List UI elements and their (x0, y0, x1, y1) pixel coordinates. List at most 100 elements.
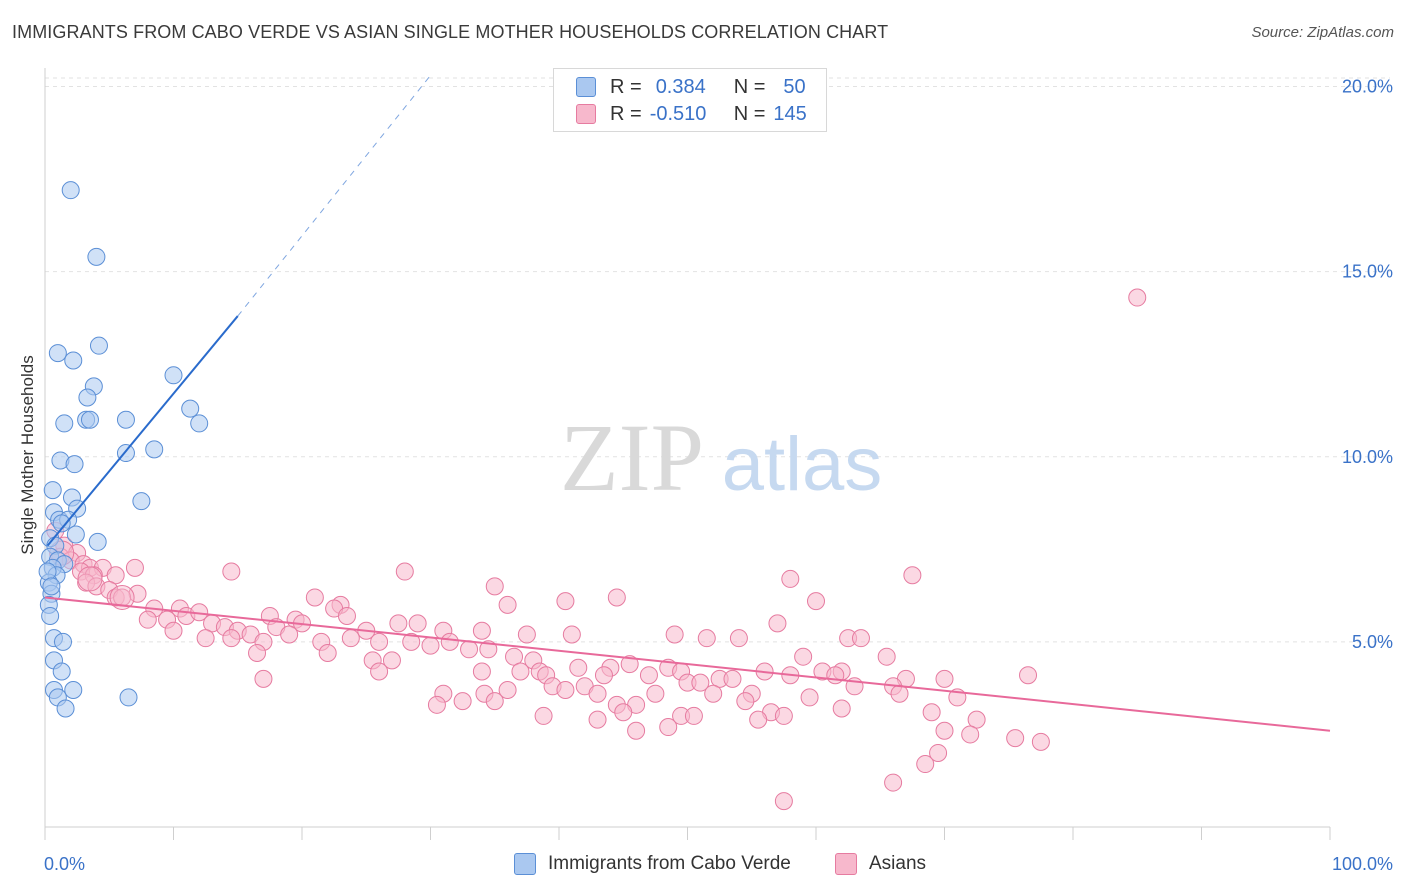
asians-point (807, 592, 825, 611)
watermark: ZIP atlas (560, 404, 882, 511)
legend-r-label: R = (610, 102, 642, 125)
asians-point (916, 755, 935, 774)
asians-point (472, 621, 491, 640)
asians-point (588, 710, 607, 729)
asians-point (684, 706, 703, 725)
asians-point (723, 669, 742, 688)
asians-point (903, 566, 922, 585)
asians-point (370, 662, 389, 681)
tick-labels: 5.0% 10.0% 15.0% 20.0% 0.0% 100.0% (44, 77, 1393, 874)
asians-point-cluster (77, 566, 103, 592)
cabo-verde-point (190, 414, 209, 433)
asians-point (729, 629, 748, 648)
cabo-verde-point (42, 577, 61, 596)
asians-point (607, 588, 626, 607)
correlation-legend: R = 0.384 N = 50 R = -0.510 N = 145 (553, 68, 827, 132)
asians-point (440, 632, 459, 651)
cabo-verde-point (56, 699, 75, 718)
asians-point (402, 632, 421, 651)
asians-point (427, 695, 446, 714)
legend-n-value: 145 (773, 102, 807, 125)
asians-point (967, 710, 986, 729)
cabo-verde-point (43, 481, 62, 500)
asians-point (620, 655, 639, 674)
asians-point (646, 684, 665, 703)
legend-swatch-pink (576, 104, 596, 124)
cabo-verde-point (66, 525, 85, 544)
cabo-verde-point (181, 399, 200, 418)
cabo-verde-point (55, 414, 74, 433)
watermark-atlas: atlas (722, 422, 883, 507)
legend-r-value: 0.384 (655, 75, 706, 98)
asians-point (337, 606, 356, 625)
asians-point (505, 647, 524, 666)
asians-point (794, 647, 813, 666)
asians-point (498, 595, 517, 614)
asians-point (704, 684, 723, 703)
bottom-legend-label-asians: Asians (869, 853, 927, 874)
asians-point (627, 721, 646, 740)
asians-point (164, 621, 183, 640)
asians-point (569, 658, 588, 677)
asians-point (556, 681, 575, 700)
asians-point (665, 625, 684, 644)
cabo-verde-point (78, 388, 97, 407)
cabo-verde-point (87, 247, 106, 266)
asians-point (511, 662, 530, 681)
legend-row-cabo-verde: R = 0.384 N = 50 (576, 74, 806, 100)
asians-point (1019, 666, 1038, 685)
cabo-verde-trend-line (46, 315, 239, 547)
asians-point (485, 692, 504, 711)
legend-n-label: N = (733, 75, 766, 98)
trend-lines (44, 75, 1331, 732)
legend-row-asians: R = -0.510 N = 145 (576, 101, 807, 127)
asians-point (935, 721, 954, 740)
asians-point (106, 566, 125, 585)
asians-point (485, 577, 504, 596)
cabo-verde-point (119, 688, 138, 707)
legend-r-label: R = (610, 75, 642, 98)
cabo-verde-point (64, 351, 83, 370)
asians-point (774, 706, 793, 725)
bottom-legend-cabo-verde: Immigrants from Cabo Verde (514, 851, 791, 877)
y-tick-label: 20.0% (1342, 77, 1393, 97)
cabo-verde-point (53, 632, 72, 651)
asians-point (254, 669, 273, 688)
legend-n-label: N = (733, 102, 766, 125)
asians-point (389, 614, 408, 633)
asians-point (460, 640, 479, 659)
asians-point (472, 662, 491, 681)
asians-point (929, 743, 948, 762)
legend-r-value: -0.510 (649, 102, 707, 125)
asians-point (781, 569, 800, 588)
asians-point (556, 592, 575, 611)
cabo-verde-point (52, 662, 71, 681)
legend-swatch-blue (576, 77, 596, 97)
asians-point (341, 629, 360, 648)
cabo-verde-point (116, 410, 135, 429)
asians-point (832, 699, 851, 718)
y-tick-label: 5.0% (1352, 632, 1393, 652)
source-label: Source: ZipAtlas.com (1251, 24, 1394, 41)
asians-point (922, 703, 941, 722)
asians-point (800, 688, 819, 707)
watermark-zip: ZIP (560, 404, 704, 511)
asians-point (935, 669, 954, 688)
asians-point (453, 692, 472, 711)
cabo-verde-point (88, 532, 107, 551)
bottom-legend-asians: Asians (835, 851, 926, 877)
asians-point (318, 643, 337, 662)
asians-point (1031, 732, 1050, 751)
y-axis-label: Single Mother Households (18, 355, 37, 554)
y-tick-label: 15.0% (1342, 262, 1393, 282)
cabo-verde-point (89, 336, 108, 355)
cabo-verde-points (38, 181, 209, 718)
legend-n-value: 50 (783, 75, 806, 98)
asians-point (691, 673, 710, 692)
asians-point (890, 684, 909, 703)
asians-point (305, 588, 324, 607)
asians-point (138, 610, 157, 629)
x-tick-label-max: 100.0% (1332, 854, 1393, 874)
asians-point (736, 692, 755, 711)
asians-point (588, 684, 607, 703)
